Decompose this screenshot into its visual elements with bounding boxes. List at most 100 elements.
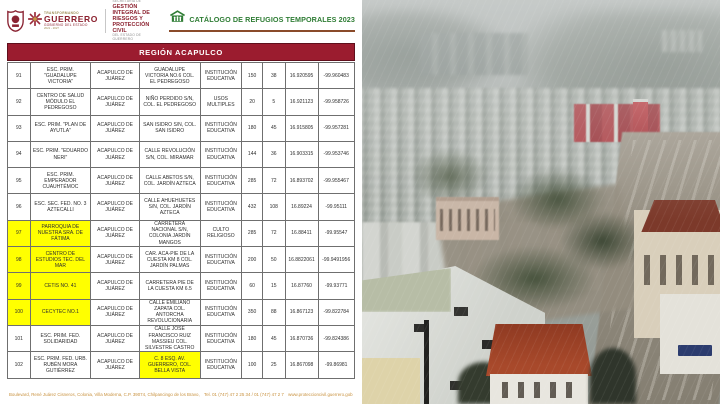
cell-municipality: ACAPULCO DE JUÁREZ — [91, 220, 140, 248]
secretaria-title: SECRETARÍA DE GESTIÓN INTEGRAL DE RIESGO… — [112, 0, 161, 41]
cell-capacity-families: 38 — [263, 63, 286, 90]
hurricane-acapulco-photo — [362, 0, 720, 404]
cell-municipality: ACAPULCO DE JUÁREZ — [91, 141, 140, 169]
table-row: 92 CENTRO DE SALUD MÓDULO EL PEDREGOSO A… — [8, 89, 355, 116]
cell-shelter-name: ESC. PRIM. "PLAN DE AYUTLA" — [30, 115, 92, 142]
table-row: 99 CETIS No. 41 ACAPULCO DE JUÁREZ CARRE… — [8, 273, 355, 300]
cell-type: CULTO RELIGIOSO — [200, 220, 243, 248]
cell-longitude: -99.957281 — [318, 115, 355, 142]
table-row: 96 ESC. SEC. FED. No. 3 AZTECALLI ACAPUL… — [8, 194, 355, 221]
cell-municipality: ACAPULCO DE JUÁREZ — [91, 247, 140, 274]
cell-type: INSTITUCIÓN EDUCATIVA — [200, 273, 243, 300]
cell-capacity-persons: 432 — [242, 194, 263, 221]
cell-longitude: -99.953746 — [318, 141, 355, 169]
cell-capacity-families: 72 — [263, 168, 286, 195]
cell-capacity-families: 45 — [263, 115, 286, 142]
footer-phone: Tel. 01 (747) 47 2 25 34 / 01 (747) 47 2… — [204, 392, 285, 397]
photo-rain-overlay — [362, 0, 720, 404]
cell-capacity-families: 25 — [263, 352, 286, 379]
catalog-title-block: CATÁLOGO DE REFUGIOS TEMPORALES 2023 — [169, 10, 355, 32]
cell-row-number: 93 — [8, 115, 31, 142]
cell-shelter-name: ESC. PRIM. "EDUARDO NERI" — [30, 141, 92, 169]
cell-address: CALLE JOSÉ FRANCISCO RUIZ MASSIEU COL. S… — [139, 325, 201, 353]
cell-address: CAR. ACA-PIE DE LA CUESTA KM 8 COL. JARD… — [139, 247, 201, 274]
cell-shelter-name: CENTRO DE ESTUDIOS TEC. DEL MAR — [30, 247, 92, 274]
cell-type: INSTITUCIÓN EDUCATIVA — [200, 194, 243, 221]
cell-municipality: ACAPULCO DE JUÁREZ — [91, 299, 140, 326]
cell-municipality: ACAPULCO DE JUÁREZ — [91, 168, 140, 195]
cell-capacity-families: 50 — [263, 247, 286, 274]
cell-municipality: ACAPULCO DE JUÁREZ — [91, 194, 140, 221]
cell-shelter-name: ESC. SEC. FED. No. 3 AZTECALLI — [30, 194, 92, 221]
cell-row-number: 96 — [8, 194, 31, 221]
document-header: TRANSFORMANDO GUERRERO GOBIERNO DEL ESTA… — [0, 0, 362, 41]
cell-latitude: 16.88411 — [285, 220, 319, 248]
cell-row-number: 102 — [8, 352, 31, 379]
cell-type: INSTITUCIÓN EDUCATIVA — [200, 115, 243, 142]
cell-shelter-name: ESC. PRIM. FED. URB. RUBÉN MORA GUTIÉRRE… — [30, 352, 92, 379]
cell-latitude: 16.867098 — [285, 352, 319, 379]
table-row: 102 ESC. PRIM. FED. URB. RUBÉN MORA GUTI… — [8, 352, 355, 379]
table-row: 94 ESC. PRIM. "EDUARDO NERI" ACAPULCO DE… — [8, 141, 355, 169]
cell-address: CARRETERA NACIONAL S/N, COLONIA JARDÍN M… — [139, 220, 201, 248]
shelter-table-body: 91 ESC. PRIM. "GUADALUPE VICTORIA" ACAPU… — [8, 63, 355, 379]
cell-row-number: 92 — [8, 89, 31, 116]
cell-municipality: ACAPULCO DE JUÁREZ — [91, 273, 140, 300]
cell-latitude: 16.921123 — [285, 89, 319, 116]
cell-type: INSTITUCIÓN EDUCATIVA — [200, 168, 243, 195]
table-row: 100 CECyTEC No.1 ACAPULCO DE JUÁREZ CALL… — [8, 299, 355, 326]
footer-website: www.proteccioncivil.guerrero.gob.mx — [288, 392, 353, 397]
cell-address: NIÑO PERDIDO S/N, COL. EL PEDREGOSO — [139, 89, 201, 116]
cell-address: CALLE EMILIANO ZAPATA COL. ANTORCHA REVO… — [139, 299, 201, 326]
cell-shelter-name: PARROQUIA DE NUESTRA SRA. DE FÁTIMA — [30, 220, 92, 248]
cell-capacity-persons: 350 — [242, 299, 263, 326]
cell-capacity-persons: 285 — [242, 220, 263, 248]
cell-shelter-name: CETIS No. 41 — [30, 273, 92, 300]
catalog-title: CATÁLOGO DE REFUGIOS TEMPORALES 2023 — [189, 14, 355, 24]
cell-latitude: 16.915805 — [285, 115, 319, 142]
cell-capacity-families: 5 — [263, 89, 286, 116]
cell-capacity-persons: 100 — [242, 352, 263, 379]
photo-mist-overlay — [362, 0, 720, 404]
cell-row-number: 97 — [8, 220, 31, 248]
cell-capacity-persons: 60 — [242, 273, 263, 300]
cell-shelter-name: ESC. PRIM. EMPERADOR CUAUHTÉMOC — [30, 168, 92, 195]
cell-longitude: -99.955467 — [318, 168, 355, 195]
cell-latitude: 16.89224 — [285, 194, 319, 221]
cell-type: INSTITUCIÓN EDUCATIVA — [200, 352, 243, 379]
cell-row-number: 94 — [8, 141, 31, 169]
cell-longitude: -99.86981 — [318, 352, 355, 379]
table-row: 91 ESC. PRIM. "GUADALUPE VICTORIA" ACAPU… — [8, 63, 355, 90]
cell-municipality: ACAPULCO DE JUÁREZ — [91, 352, 140, 379]
cell-row-number: 98 — [8, 247, 31, 274]
cell-latitude: 16.893702 — [285, 168, 319, 195]
cell-row-number: 95 — [8, 168, 31, 195]
cell-capacity-families: 72 — [263, 220, 286, 248]
cell-longitude: -99.960483 — [318, 63, 355, 90]
region-banner: REGIÓN ACAPULCO — [7, 43, 355, 61]
guerrero-logo: TRANSFORMANDO GUERRERO GOBIERNO DEL ESTA… — [27, 10, 98, 31]
cell-capacity-persons: 20 — [242, 89, 263, 116]
cell-capacity-persons: 200 — [242, 247, 263, 274]
cell-longitude: -99.95111 — [318, 194, 355, 221]
cell-capacity-persons: 285 — [242, 168, 263, 195]
cell-latitude: 16.87760 — [285, 273, 319, 300]
cell-longitude: -99.95547 — [318, 220, 355, 248]
brand-years: 2021 - 2027 — [44, 26, 59, 31]
cell-row-number: 100 — [8, 299, 31, 326]
cell-shelter-name: CECyTEC No.1 — [30, 299, 92, 326]
header-divider — [104, 9, 106, 33]
cell-row-number: 101 — [8, 325, 31, 353]
cell-longitude: -99.9491956 — [318, 247, 355, 274]
cell-longitude: -99.958726 — [318, 89, 355, 116]
cell-address: CALLE REVOLUCIÓN S/N, COL. MIRAMAR — [139, 141, 201, 169]
cell-address: CALLE ABETOS S/N, COL. JARDÍN AZTECA — [139, 168, 201, 195]
cell-latitude: 16.870736 — [285, 325, 319, 353]
document-footer: Boulevard, René Juárez Cisneros, Colonia… — [0, 388, 362, 404]
brand-tagline: TRANSFORMANDO — [44, 10, 79, 15]
cell-type: INSTITUCIÓN EDUCATIVA — [200, 325, 243, 353]
cell-latitude: 16.903315 — [285, 141, 319, 169]
cell-municipality: ACAPULCO DE JUÁREZ — [91, 325, 140, 353]
brand-name: GUERRERO — [44, 14, 98, 25]
